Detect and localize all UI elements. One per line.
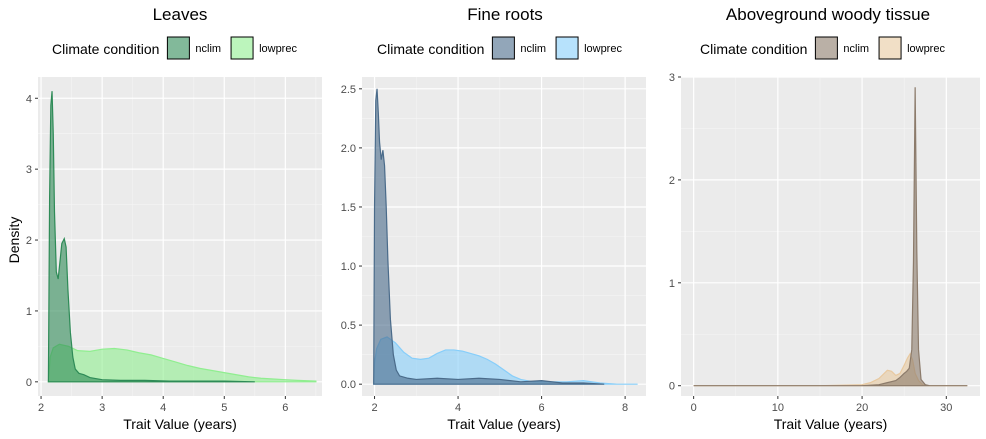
density-area-nclim (373, 88, 605, 385)
chart-title: Leaves (153, 5, 208, 24)
x-tick-label: 3 (99, 402, 105, 414)
legend-title: Climate condition (700, 41, 807, 57)
y-tick-label: 3 (26, 164, 32, 176)
y-tick-label: 0.5 (341, 320, 356, 332)
legend-label-lowprec: lowprec (584, 43, 622, 55)
y-tick-label: 2 (26, 235, 32, 247)
y-tick-label: 0 (669, 381, 675, 393)
chart-panel-1: Fine roots Climate condition nclim lowprec 2… (341, 5, 646, 432)
legend-label-nclim: nclim (195, 43, 221, 55)
legend-key-lowprec (555, 36, 579, 60)
grid (681, 76, 980, 396)
grid (38, 77, 322, 396)
plot-background (38, 77, 322, 396)
y-tick-label: 2 (669, 175, 675, 187)
legend-key-nclim (814, 36, 838, 60)
density-area-nclim (47, 91, 255, 383)
legend-key-nclim (491, 36, 515, 60)
x-tick-label: 2 (38, 402, 44, 414)
x-axis-label: Trait Value (years) (123, 416, 237, 432)
plot-background (681, 77, 980, 396)
legend: Climate condition nclim lowprec (700, 36, 945, 60)
x-tick-label: 5 (221, 402, 227, 414)
x-axis-label: Trait Value (years) (447, 416, 561, 432)
y-axis-label: Density (6, 217, 22, 264)
axes: 2 4 6 8 0.0 0.5 1.0 1.5 2.0 2.5 (341, 84, 628, 414)
legend-label-nclim: nclim (843, 43, 869, 55)
legend-key-nclim (166, 36, 190, 60)
x-tick-label: 6 (539, 402, 545, 414)
y-tick-label: 3 (669, 72, 675, 84)
y-tick-label: 4 (26, 93, 32, 105)
x-tick-label: 30 (940, 402, 952, 414)
x-tick-label: 8 (622, 402, 628, 414)
panels: Leaves Climate condition nclim lowprec 2 3 4 5 6… (26, 5, 980, 432)
legend-key-lowprec (878, 36, 902, 60)
x-tick-label: 10 (772, 402, 784, 414)
y-tick-label: 1 (669, 278, 675, 290)
chart-title: Fine roots (467, 5, 543, 24)
legend: Climate condition nclim lowprec (52, 36, 297, 60)
legend-title: Climate condition (377, 41, 484, 57)
legend: Climate condition nclim lowprec (377, 36, 622, 60)
legend-title: Climate condition (52, 41, 159, 57)
x-axis-label: Trait Value (years) (774, 416, 888, 432)
y-tick-label: 0.0 (341, 379, 356, 391)
x-tick-label: 0 (691, 402, 697, 414)
y-tick-label: 1 (26, 306, 32, 318)
chart-panel-2: Aboveground woody tissue Climate conditio… (669, 5, 980, 432)
chart-title: Aboveground woody tissue (726, 5, 930, 24)
axes: 0 10 20 30 0 1 2 3 (669, 72, 953, 414)
x-tick-label: 20 (856, 402, 868, 414)
x-tick-label: 2 (371, 402, 377, 414)
x-tick-label: 6 (282, 402, 288, 414)
legend-label-lowprec: lowprec (259, 43, 297, 55)
y-tick-label: 2.5 (341, 84, 356, 96)
y-tick-label: 1.5 (341, 202, 356, 214)
x-tick-label: 4 (455, 402, 461, 414)
legend-key-lowprec (230, 36, 254, 60)
chart-panel-0: Leaves Climate condition nclim lowprec 2 3 4 5 6… (26, 5, 322, 432)
y-tick-label: 0 (26, 377, 32, 389)
y-tick-label: 2.0 (341, 143, 356, 155)
x-tick-label: 4 (160, 402, 166, 414)
axes: 2 3 4 5 6 0 1 2 3 4 (26, 93, 289, 414)
legend-label-nclim: nclim (520, 43, 546, 55)
y-tick-label: 1.0 (341, 261, 356, 273)
legend-label-lowprec: lowprec (907, 43, 945, 55)
density-area-nclim (693, 87, 968, 387)
